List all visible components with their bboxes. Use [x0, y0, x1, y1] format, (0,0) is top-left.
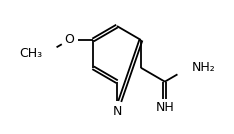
Text: O: O	[64, 34, 74, 46]
Text: NH₂: NH₂	[192, 61, 216, 74]
Text: N: N	[112, 105, 122, 118]
Text: NH: NH	[155, 101, 174, 114]
Text: CH₃: CH₃	[19, 47, 42, 60]
